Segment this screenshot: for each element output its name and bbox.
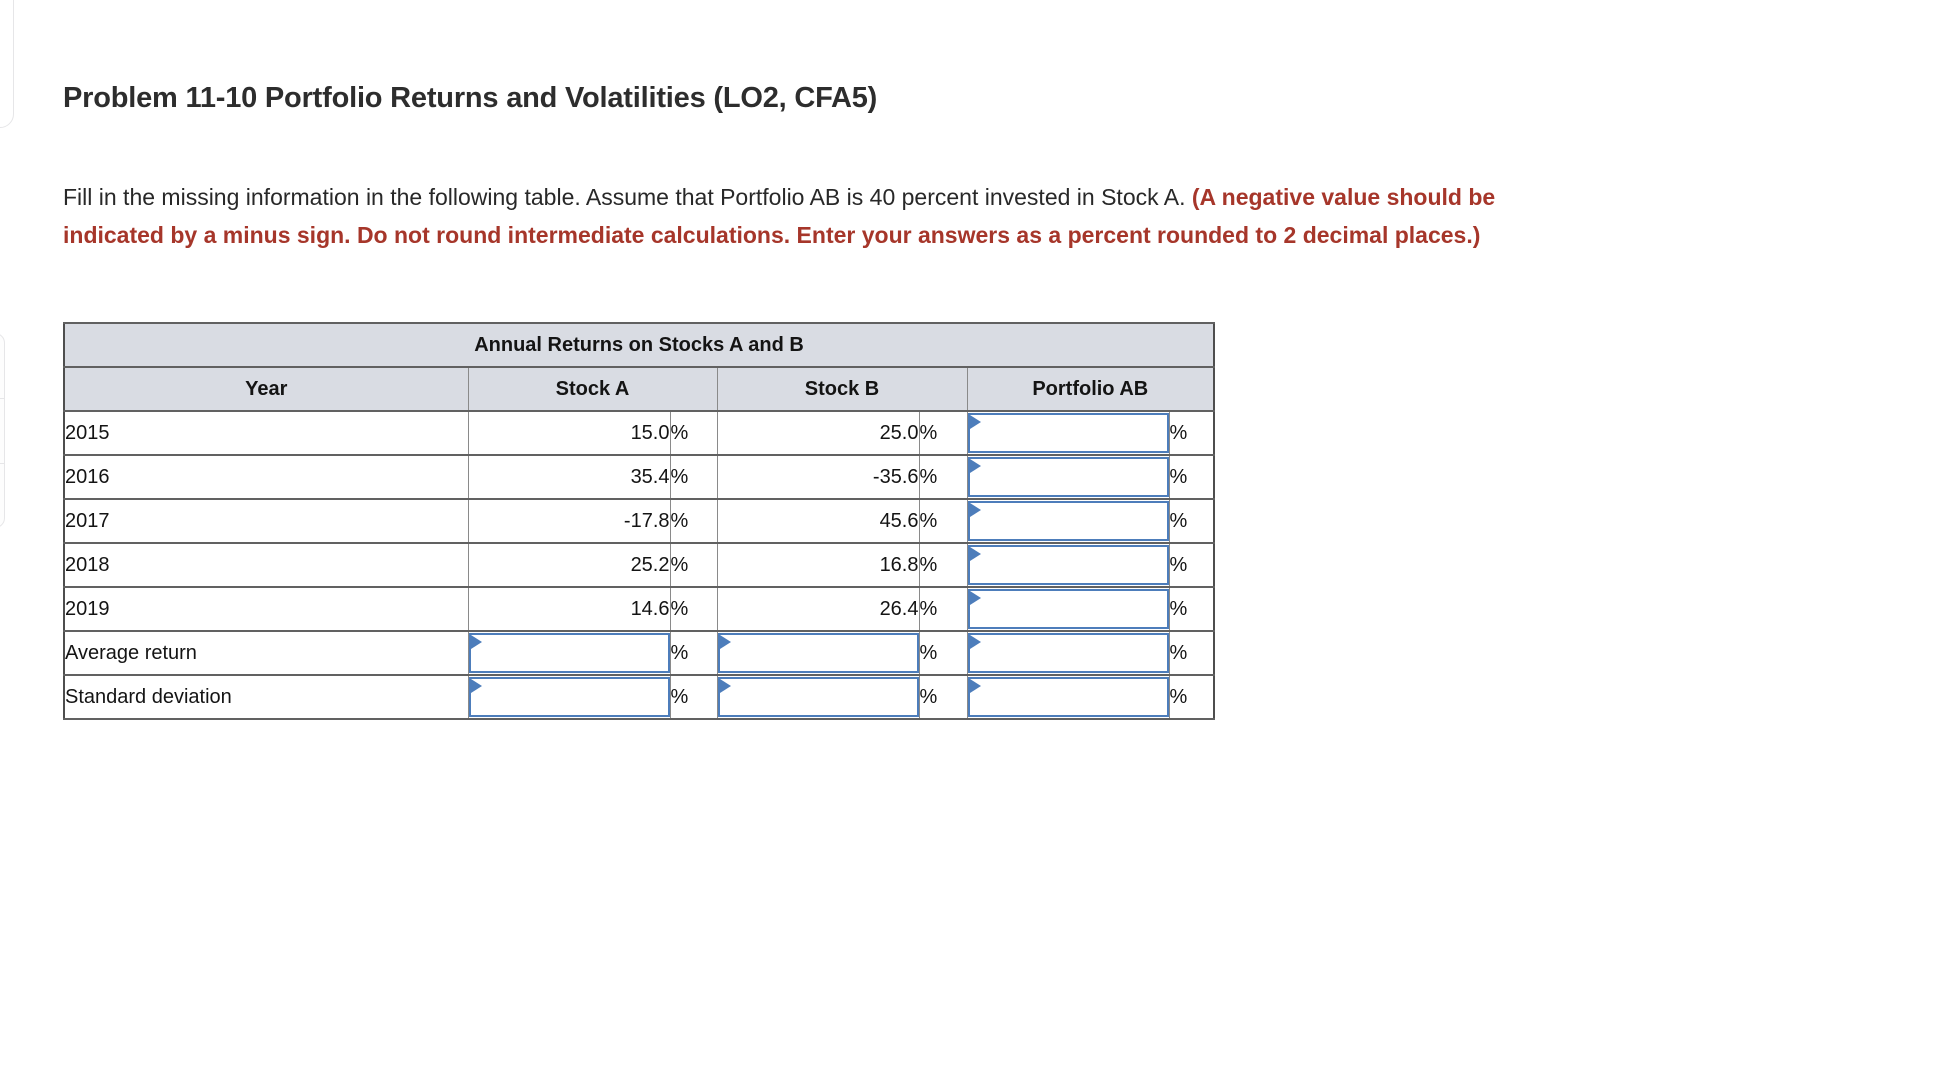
instructions-emphasis: (A negative value should be indicated by…	[63, 184, 1496, 248]
answer-input-box	[968, 501, 1168, 541]
percent-sign: %	[1168, 542, 1215, 588]
table-row: 2018 25.2% 16.8%%	[63, 542, 1215, 588]
year-cell: 2016	[63, 454, 469, 500]
percent-sign: %	[669, 498, 718, 544]
column-header-row: Year Stock A Stock B Portfolio AB	[63, 366, 1215, 412]
percent-sign: %	[669, 542, 718, 588]
percent-sign: %	[669, 410, 718, 456]
table-row: 2019 14.6% 26.4%%	[63, 586, 1215, 632]
answer-input-box	[718, 677, 918, 717]
stock-a-value-cell: 35.4	[467, 454, 671, 500]
table-body: 2015 15.0% 25.0%% 2016 35.4% -35.6%% 2017 -17.8…	[63, 410, 1215, 720]
percent-sign: %	[918, 630, 968, 676]
portfolio-ab-input-2019-cell	[966, 586, 1170, 632]
left-card-fragment	[0, 334, 4, 399]
problem-content: Problem 11-10 Portfolio Returns and Vola…	[63, 80, 1893, 720]
percent-sign: %	[1168, 586, 1215, 632]
portfolio-ab-input-average-return[interactable]	[969, 635, 1167, 671]
table-row: 2015 15.0% 25.0%%	[63, 410, 1215, 456]
portfolio-ab-input-2017-cell	[966, 498, 1170, 544]
percent-sign: %	[918, 674, 968, 720]
answer-input-box	[968, 677, 1168, 717]
row-label-cell: Average return	[63, 630, 469, 676]
col-header-year: Year	[63, 366, 469, 412]
returns-table: Annual Returns on Stocks A and B Year St…	[63, 322, 1216, 720]
page-title: Problem 11-10 Portfolio Returns and Vola…	[63, 82, 878, 114]
portfolio-ab-input-2018[interactable]	[969, 547, 1167, 583]
stock-b-input-standard-deviation-cell	[716, 674, 920, 720]
percent-sign: %	[1168, 630, 1215, 676]
percent-sign: %	[918, 454, 968, 500]
percent-sign: %	[1168, 454, 1215, 500]
stock-b-value-cell: 26.4	[716, 586, 920, 632]
year-cell: 2019	[63, 586, 469, 632]
table-row: Average return%%%	[63, 630, 1215, 676]
table-row: Standard deviation%%%	[63, 674, 1215, 720]
portfolio-ab-input-2016[interactable]	[969, 459, 1167, 495]
row-label-cell: Standard deviation	[63, 674, 469, 720]
stock-b-input-average-return-cell	[716, 630, 920, 676]
left-card-fragment	[0, 399, 4, 464]
portfolio-ab-input-2017[interactable]	[969, 503, 1167, 539]
portfolio-ab-input-2015[interactable]	[969, 415, 1167, 451]
answer-input-box	[968, 589, 1168, 629]
portfolio-ab-input-2015-cell	[966, 410, 1170, 456]
left-panel-edge	[0, 0, 14, 128]
answer-input-box	[968, 413, 1168, 453]
stock-b-value-cell: -35.6	[716, 454, 920, 500]
answer-input-box	[968, 633, 1168, 673]
portfolio-ab-input-standard-deviation-cell	[966, 674, 1170, 720]
stock-a-input-average-return[interactable]	[470, 635, 668, 671]
percent-sign: %	[918, 498, 968, 544]
left-card-stack	[0, 333, 5, 528]
percent-sign: %	[918, 410, 968, 456]
table-title-row: Annual Returns on Stocks A and B	[63, 322, 1215, 368]
stock-a-value-cell: 15.0	[467, 410, 671, 456]
table-row: 2017 -17.8% 45.6%%	[63, 498, 1215, 544]
stock-a-input-standard-deviation-cell	[467, 674, 671, 720]
table-row: 2016 35.4% -35.6%%	[63, 454, 1215, 500]
percent-sign: %	[918, 542, 968, 588]
stock-b-value-cell: 16.8	[716, 542, 920, 588]
percent-sign: %	[1168, 498, 1215, 544]
stock-b-input-standard-deviation[interactable]	[719, 679, 917, 715]
answer-input-box	[469, 633, 669, 673]
year-cell: 2017	[63, 498, 469, 544]
percent-sign: %	[1168, 410, 1215, 456]
stock-a-input-standard-deviation[interactable]	[470, 679, 668, 715]
portfolio-ab-input-2018-cell	[966, 542, 1170, 588]
col-header-stock-a: Stock A	[467, 366, 718, 412]
answer-input-box	[968, 457, 1168, 497]
answer-input-box	[718, 633, 918, 673]
percent-sign: %	[669, 674, 718, 720]
portfolio-ab-input-2016-cell	[966, 454, 1170, 500]
year-cell: 2018	[63, 542, 469, 588]
returns-table-section: Annual Returns on Stocks A and B Year St…	[63, 322, 1893, 720]
instructions-text: Fill in the missing information in the f…	[63, 184, 1192, 210]
col-header-stock-b: Stock B	[716, 366, 968, 412]
percent-sign: %	[1168, 674, 1215, 720]
stock-a-value-cell: -17.8	[467, 498, 671, 544]
percent-sign: %	[669, 630, 718, 676]
left-card-fragment	[0, 464, 4, 527]
portfolio-ab-input-2019[interactable]	[969, 591, 1167, 627]
portfolio-ab-input-standard-deviation[interactable]	[969, 679, 1167, 715]
table-title: Annual Returns on Stocks A and B	[63, 322, 1215, 368]
stock-a-input-average-return-cell	[467, 630, 671, 676]
percent-sign: %	[669, 586, 718, 632]
instructions: Fill in the missing information in the f…	[63, 178, 1563, 254]
stock-a-value-cell: 14.6	[467, 586, 671, 632]
answer-input-box	[469, 677, 669, 717]
col-header-portfolio-ab: Portfolio AB	[966, 366, 1215, 412]
percent-sign: %	[918, 586, 968, 632]
stock-b-value-cell: 45.6	[716, 498, 920, 544]
stock-b-value-cell: 25.0	[716, 410, 920, 456]
answer-input-box	[968, 545, 1168, 585]
portfolio-ab-input-average-return-cell	[966, 630, 1170, 676]
stock-b-input-average-return[interactable]	[719, 635, 917, 671]
percent-sign: %	[669, 454, 718, 500]
stock-a-value-cell: 25.2	[467, 542, 671, 588]
year-cell: 2015	[63, 410, 469, 456]
